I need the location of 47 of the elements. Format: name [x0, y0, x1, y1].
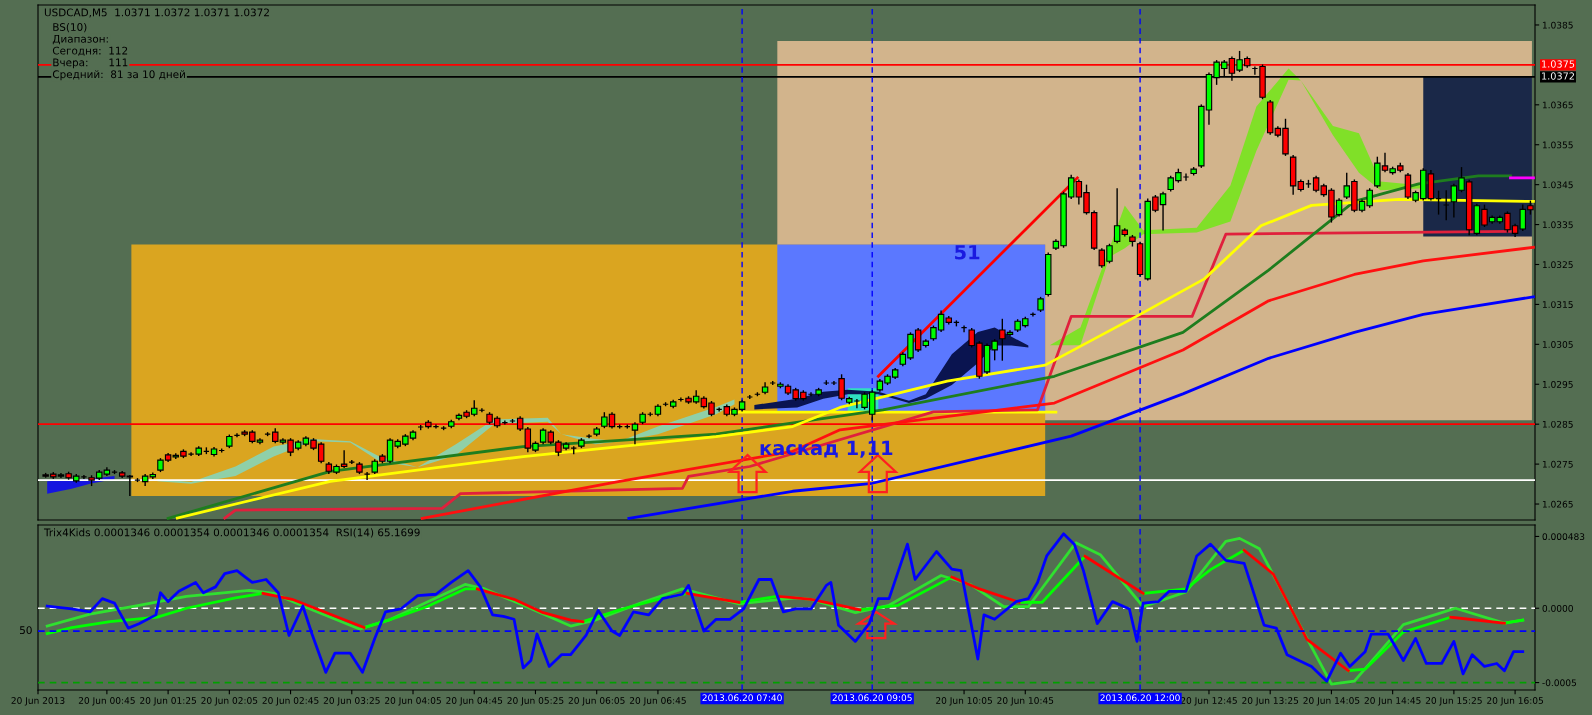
x-tick-label: 20 Jun 16:05 [1487, 697, 1543, 706]
x-tick-label: 20 Jun 14:45 [1364, 697, 1421, 706]
y-tick-label: 1.0275 [1542, 460, 1573, 468]
x-tick-label: 20 Jun 00:45 [78, 697, 135, 706]
x-tick-label: 20 Jun 03:25 [323, 697, 380, 706]
annotation: Сегодня: 112 [52, 46, 128, 56]
x-tick-label: 20 Jun 01:25 [140, 697, 196, 706]
ref-line-label: 1.0375 [1542, 60, 1575, 68]
y-tick-label: 1.0285 [1542, 420, 1573, 428]
x-tick-label: 20 Jun 06:45 [629, 697, 686, 706]
y-tick-label: 1.0345 [1542, 181, 1573, 189]
chart-title: Trix4Kids 0.0001346 0.0001354 0.0001346 0.0001354 RSI(14) 65.1699 [43, 528, 420, 538]
annotation: Средний: 81 за 10 дней [52, 70, 185, 81]
y-tick-label: 0.0000 [1542, 604, 1573, 612]
y-tick-label: -0.0005 [1542, 679, 1576, 687]
annotation: Диапазон: [52, 35, 108, 45]
y-tick-label: 1.0335 [1542, 221, 1573, 229]
y-tick-label: 0.000483 [1542, 533, 1585, 540]
annotation: BS(10) [53, 22, 87, 33]
x-tick-label: 20 Jun 10:05 [936, 697, 992, 706]
ref-line-label: 2013.06.20 09:05 [832, 694, 912, 702]
x-tick-label: 20 Jun 15:25 [1425, 697, 1482, 706]
ref-line-label: 2013.06.20 07:40 [702, 694, 782, 702]
annotation: 50 [19, 626, 32, 635]
ref-line-label: 1.0372 [1542, 72, 1575, 80]
y-tick-label: 1.0355 [1542, 141, 1573, 149]
chart-title: USDCAD,M5 1.0371 1.0372 1.0371 1.0372 [44, 8, 269, 18]
x-tick-label: 20 Jun 02:05 [201, 697, 258, 706]
x-tick-label: 20 Jun 2013 [11, 697, 65, 706]
x-tick-label: 20 Jun 06:05 [568, 697, 625, 706]
y-tick-label: 1.0305 [1542, 341, 1573, 348]
x-tick-label: 20 Jun 04:05 [385, 697, 441, 706]
y-tick-label: 1.0315 [1542, 301, 1573, 308]
x-tick-label: 20 Jun 10:45 [997, 697, 1054, 706]
x-tick-label: 20 Jun 13:25 [1242, 697, 1299, 706]
ref-line-label: 2013.06.20 12:00 [1100, 694, 1180, 702]
x-tick-label: 20 Jun 02:45 [262, 697, 319, 706]
annotation: 51 [955, 245, 980, 260]
y-tick-label: 1.0325 [1542, 261, 1573, 269]
x-tick-label: 20 Jun 14:05 [1303, 697, 1360, 706]
y-tick-label: 1.0265 [1542, 500, 1573, 508]
y-tick-label: 1.0385 [1542, 21, 1573, 29]
y-tick-label: 1.0295 [1542, 380, 1573, 388]
y-tick-label: 1.0365 [1542, 101, 1573, 109]
annotation: Вчера: 111 [53, 58, 128, 69]
x-tick-label: 20 Jun 05:25 [507, 697, 564, 706]
x-tick-label: 20 Jun 04:45 [446, 697, 503, 706]
